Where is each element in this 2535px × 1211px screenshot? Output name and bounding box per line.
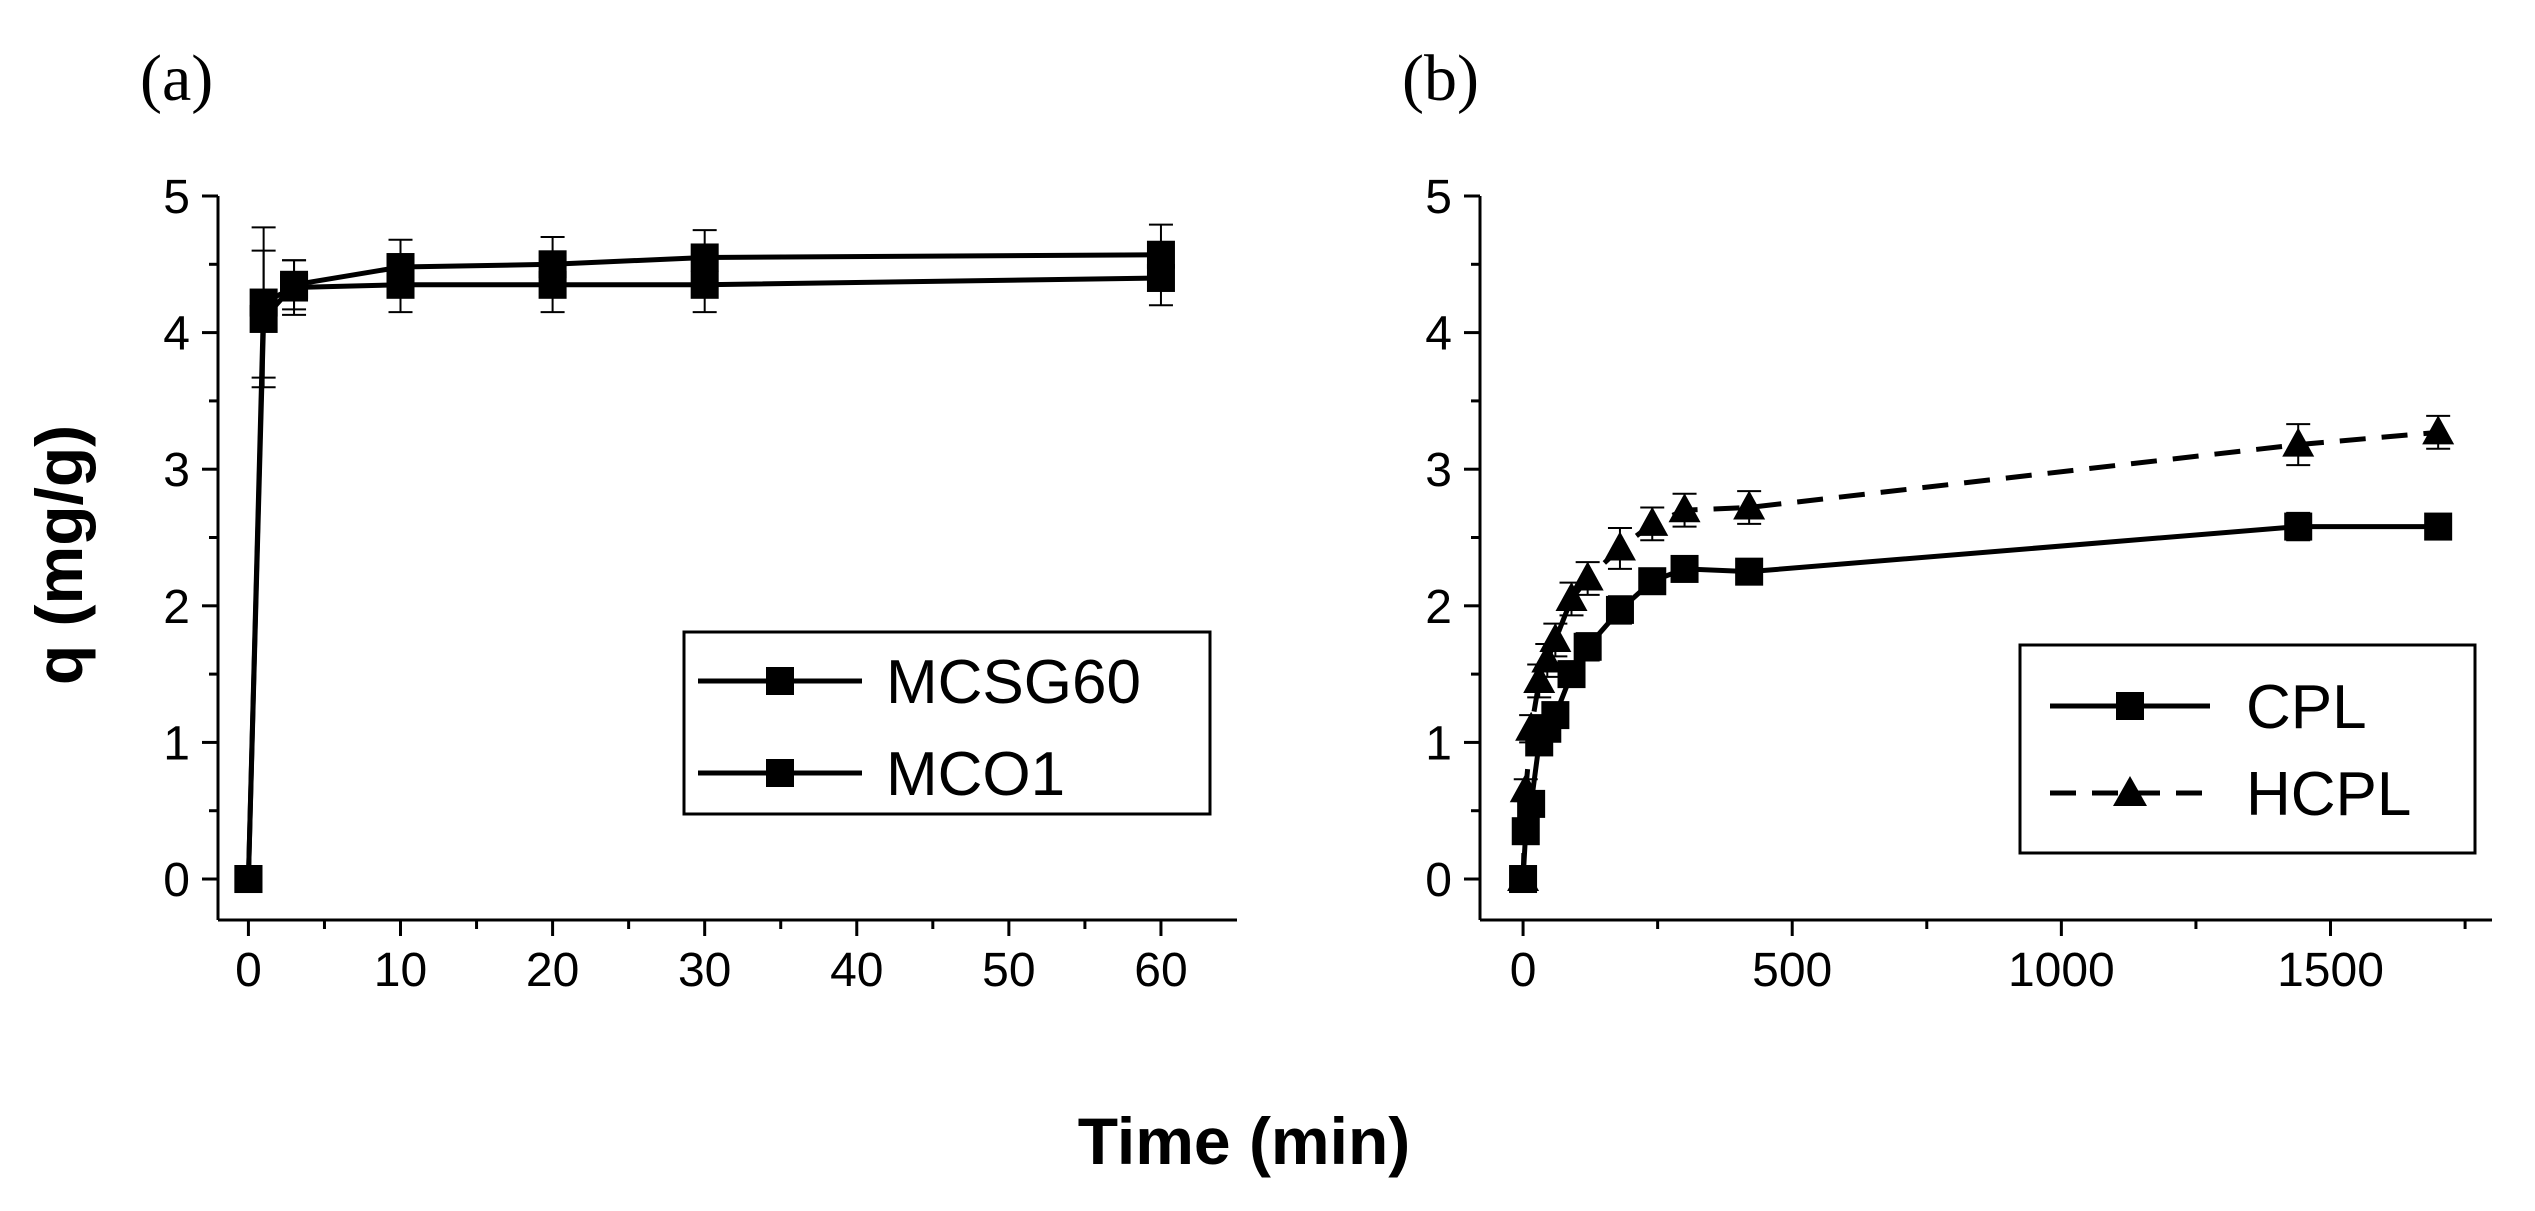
- shared-x-axis-title: Time (min): [1078, 1104, 1410, 1178]
- panel-a-y-tick-label: 5: [163, 171, 190, 224]
- panel-a-series: [234, 223, 1175, 894]
- data-point-mco1: [386, 253, 415, 282]
- data-point-hcpl: [1668, 493, 1701, 523]
- data-point-hcpl: [1507, 862, 1540, 892]
- panel-a-x-tick-label: 30: [678, 944, 731, 997]
- panel-b-label: (b): [1402, 42, 1479, 115]
- legend-marker-mco1: [766, 759, 794, 787]
- data-point-hcpl: [2422, 415, 2455, 445]
- data-point-hcpl: [1636, 506, 1669, 536]
- legend-marker-hcpl: [2113, 776, 2147, 806]
- panel-b-y-tick-label: 0: [1425, 854, 1452, 907]
- panel-b-x-tick-label: 500: [1752, 944, 1832, 997]
- data-point-hcpl: [1603, 531, 1636, 561]
- data-point-mco1: [280, 270, 309, 299]
- data-point-hcpl: [1555, 581, 1588, 611]
- panel-a-label: (a): [140, 42, 213, 115]
- panel-a-y-tick-label: 2: [163, 581, 190, 634]
- data-point-cpl: [1573, 632, 1602, 661]
- panel-b-y-tick-label: 1: [1425, 717, 1452, 770]
- data-point-cpl: [2424, 512, 2453, 541]
- legend-label-mco1: MCO1: [886, 740, 1065, 809]
- data-point-hcpl: [1571, 561, 1604, 591]
- data-point-cpl: [1557, 660, 1586, 689]
- panel-a-legend[interactable]: MCSG60 MCO1: [682, 630, 1212, 816]
- panel-b-y-tick-label: 2: [1425, 581, 1452, 634]
- panel-b-series: [1507, 414, 2455, 894]
- legend-label-hcpl: HCPL: [2246, 760, 2411, 829]
- shared-y-axis-title: q (mg/g): [22, 425, 96, 685]
- panel-b-x-tick-label: 0: [1510, 944, 1537, 997]
- data-point-mco1: [538, 250, 567, 279]
- data-point-hcpl: [1523, 663, 1556, 693]
- panel-b-x-tick-label: 1500: [2277, 944, 2384, 997]
- data-point-mco1: [690, 243, 719, 272]
- panel-a-x-tick-label: 0: [235, 944, 262, 997]
- panel-b-y-tick-label: 5: [1425, 171, 1452, 224]
- data-point-cpl: [1670, 554, 1699, 583]
- panel-b-y-tick-label: 3: [1425, 444, 1452, 497]
- panel-b-axes: 0 1 2 3 4 5 0 500 1000 1500: [1425, 171, 2492, 997]
- data-point-hcpl: [1515, 711, 1548, 741]
- data-point-cpl: [1638, 567, 1667, 596]
- data-point-hcpl: [1509, 773, 1542, 803]
- legend-label-cpl: CPL: [2246, 673, 2367, 742]
- data-point-cpl: [1735, 557, 1764, 586]
- data-point-mco1: [1146, 240, 1175, 269]
- panel-a-y-tick-label: 3: [163, 444, 190, 497]
- panel-a-x-tick-label: 50: [982, 944, 1035, 997]
- data-point-mco1: [249, 304, 278, 333]
- panel-b-legend-box: [2018, 643, 2477, 855]
- data-point-hcpl: [1733, 490, 1766, 520]
- data-point-hcpl: [1531, 643, 1564, 673]
- panel-b: (b) 0 1 2 3 4 5 0 500 1000 1500 CPL HCPL: [1402, 42, 2492, 997]
- legend-marker-cpl: [2116, 692, 2144, 720]
- panel-b-x-tick-label: 1000: [2008, 944, 2115, 997]
- panel-a-x-tick-label: 60: [1134, 944, 1187, 997]
- legend-marker-mcsg60: [766, 667, 794, 695]
- panel-a-y-tick-label: 1: [163, 717, 190, 770]
- panel-a-x-tick-label: 10: [374, 944, 427, 997]
- panel-a-y-tick-label: 0: [163, 854, 190, 907]
- panel-a-x-tick-label: 40: [830, 944, 883, 997]
- data-point-cpl: [1541, 701, 1570, 730]
- panel-a-x-tick-label: 20: [526, 944, 579, 997]
- panel-a-y-tick-label: 4: [163, 308, 190, 361]
- data-point-mco1: [234, 865, 263, 894]
- data-point-hcpl: [2282, 427, 2315, 457]
- legend-label-mcsg60: MCSG60: [886, 648, 1141, 717]
- data-point-hcpl: [1539, 622, 1572, 652]
- data-point-cpl: [2284, 512, 2313, 541]
- panel-b-legend[interactable]: CPL HCPL: [2018, 643, 2477, 855]
- data-point-cpl: [1605, 595, 1634, 624]
- panel-b-y-tick-label: 4: [1425, 308, 1452, 361]
